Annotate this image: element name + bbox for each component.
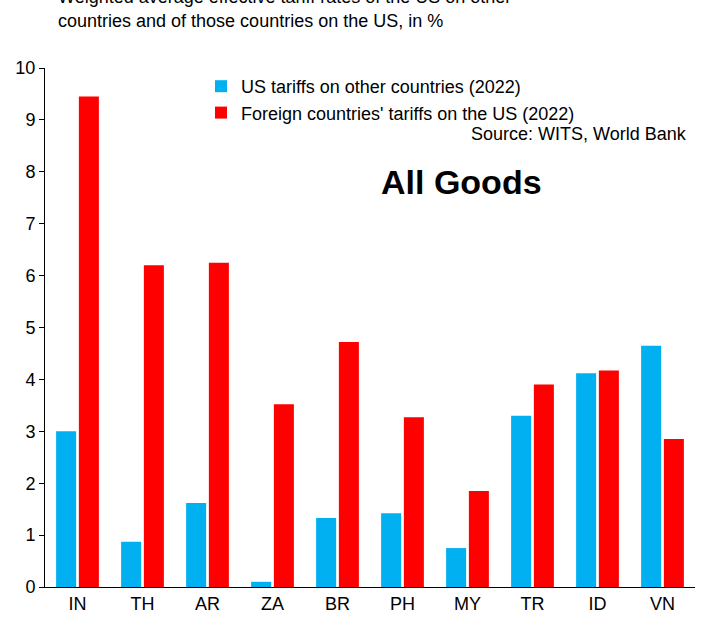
svg-text:US tariffs on other countries: US tariffs on other countries (2022) (241, 77, 521, 97)
svg-text:3: 3 (25, 422, 35, 442)
svg-text:BR: BR (325, 594, 350, 614)
svg-text:10: 10 (15, 58, 35, 78)
svg-text:PH: PH (390, 594, 415, 614)
svg-text:5: 5 (25, 318, 35, 338)
svg-text:Foreign countries' tariffs on: Foreign countries' tariffs on the US (20… (241, 104, 574, 124)
svg-text:4: 4 (25, 370, 35, 390)
svg-text:TH: TH (131, 594, 155, 614)
svg-text:IN: IN (69, 594, 87, 614)
svg-text:8: 8 (25, 162, 35, 182)
svg-text:MY: MY (454, 594, 481, 614)
svg-text:2: 2 (25, 474, 35, 494)
svg-text:7: 7 (25, 214, 35, 234)
svg-text:ZA: ZA (261, 594, 284, 614)
svg-text:0: 0 (25, 577, 35, 597)
svg-text:Weighted average effective tar: Weighted average effective tariff rates … (58, 0, 511, 31)
svg-text:6: 6 (25, 266, 35, 286)
svg-text:AR: AR (195, 594, 220, 614)
svg-text:1: 1 (25, 525, 35, 545)
svg-text:TR: TR (521, 594, 545, 614)
svg-text:Source: WITS, World Bank: Source: WITS, World Bank (471, 124, 687, 144)
svg-text:9: 9 (25, 110, 35, 130)
svg-text:VN: VN (650, 594, 675, 614)
svg-text:ID: ID (589, 594, 607, 614)
svg-text:All Goods: All Goods (381, 163, 542, 201)
